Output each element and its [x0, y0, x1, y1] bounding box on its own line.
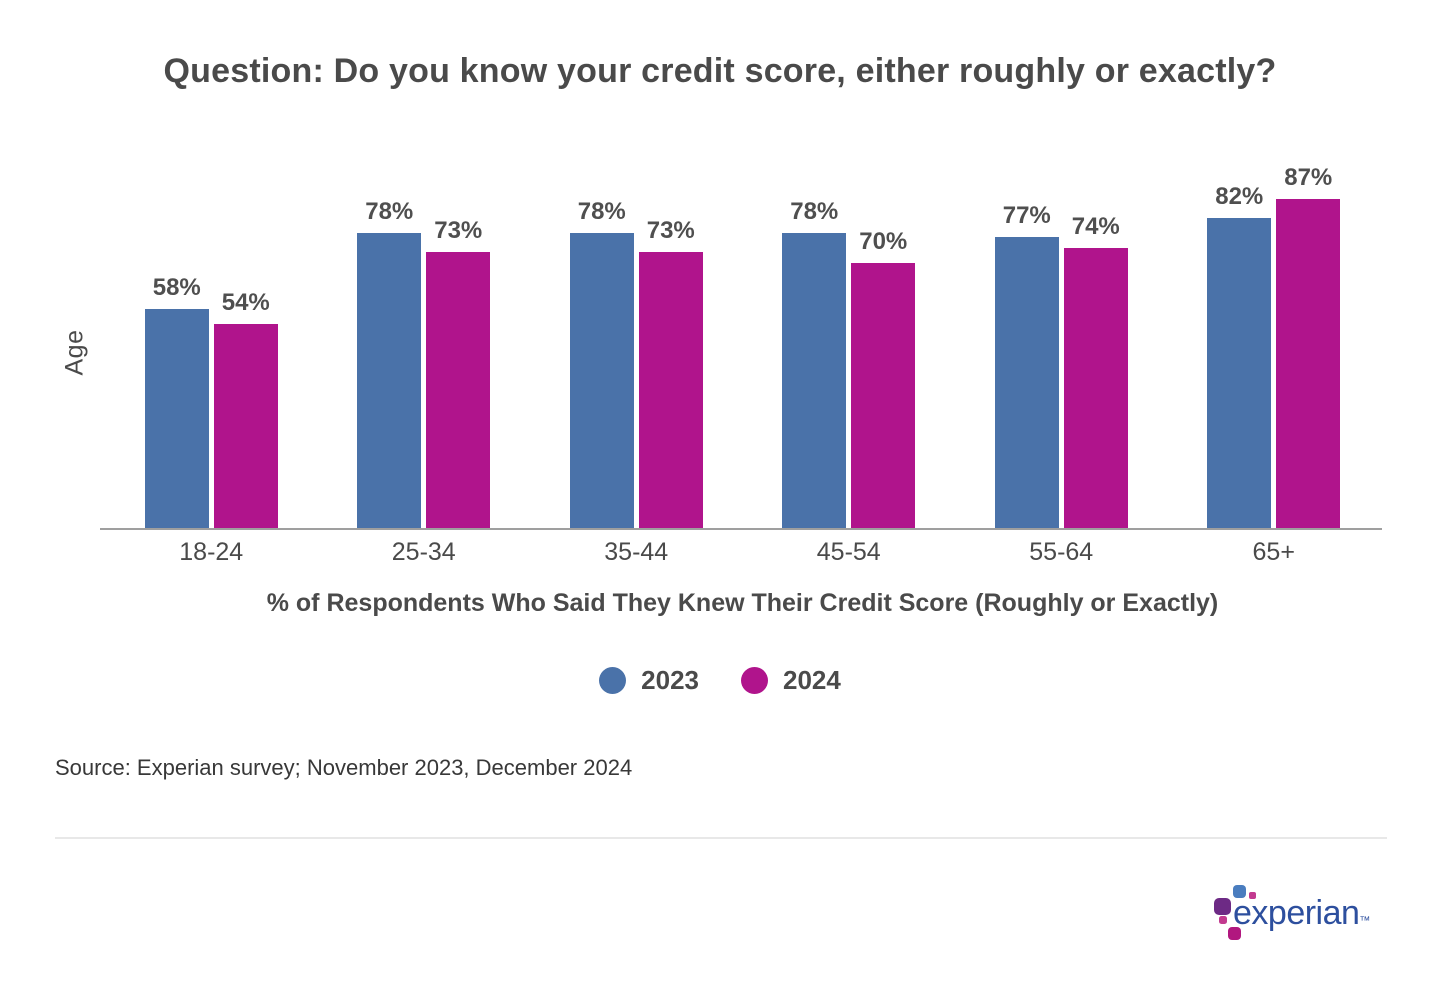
bar-2023-55-64 — [994, 237, 1059, 528]
x-tick-25-34: 25-34 — [391, 538, 456, 566]
bar-value-label: 73% — [646, 217, 695, 244]
bar-column-2023: 78% — [782, 198, 847, 528]
bar-value-label: 54% — [221, 289, 270, 316]
legend-label: 2024 — [783, 665, 841, 695]
bar-2024-55-64 — [1063, 248, 1128, 528]
chart-legend: 2023 2024 — [0, 665, 1440, 696]
bar-column-2024: 70% — [851, 228, 916, 528]
logo-trademark: ™ — [1359, 915, 1370, 927]
bar-column-2024: 87% — [1276, 164, 1341, 528]
bar-value-label: 82% — [1215, 183, 1264, 210]
bar-column-2023: 58% — [144, 274, 209, 528]
logo-pink-dot-icon — [1219, 916, 1227, 924]
x-tick-65+: 65+ — [1252, 538, 1295, 566]
bar-value-label: 77% — [1002, 202, 1051, 229]
bar-value-label: 78% — [365, 198, 414, 225]
bar-value-label: 73% — [434, 217, 483, 244]
bar-2024-25-34 — [426, 252, 491, 528]
y-axis-label: Age — [60, 329, 89, 376]
bar-column-2023: 82% — [1207, 183, 1272, 528]
source-note: Source: Experian survey; November 2023, … — [55, 755, 633, 780]
bar-column-2023: 78% — [569, 198, 634, 528]
bar-2023-25-34 — [357, 233, 422, 528]
bar-column-2023: 77% — [994, 202, 1059, 528]
bar-group-25-34: 78% 73% — [318, 188, 531, 528]
legend-label: 2023 — [641, 665, 699, 695]
logo-magenta-square-icon — [1228, 927, 1241, 940]
bar-2023-65+ — [1207, 218, 1272, 528]
chart-title: Question: Do you know your credit score,… — [163, 52, 1277, 90]
logo-wordmark: experian™ — [1233, 894, 1370, 933]
bar-value-label: 78% — [790, 198, 839, 225]
bar-column-2024: 73% — [638, 217, 703, 528]
footer-divider — [55, 837, 1387, 839]
legend-item-2023: 2023 — [599, 665, 699, 696]
bar-2024-45-54 — [851, 263, 916, 528]
logo-blue-square-icon — [1233, 885, 1246, 898]
plot-area: 58% 54% 78% 73% 78% 73% 78% 70% 77% 74% 82% 87% — [105, 164, 1381, 528]
bar-value-label: 78% — [577, 198, 626, 225]
logo-purple-square-icon — [1214, 898, 1231, 915]
bar-group-65+: 82% 87% — [1168, 164, 1381, 528]
bar-2023-45-54 — [782, 233, 847, 528]
bar-value-label: 74% — [1071, 213, 1120, 240]
x-axis-line — [100, 528, 1382, 530]
bar-column-2023: 78% — [357, 198, 422, 528]
bar-value-label: 70% — [859, 228, 908, 255]
bar-group-55-64: 77% 74% — [955, 188, 1168, 528]
bar-2023-35-44 — [569, 233, 634, 528]
bar-column-2024: 73% — [426, 217, 491, 528]
experian-logo: experian™ — [1214, 882, 1389, 950]
x-tick-55-64: 55-64 — [1029, 538, 1094, 566]
x-tick-18-24: 18-24 — [179, 538, 244, 566]
logo-text: experian — [1233, 894, 1360, 932]
bar-value-label: 58% — [152, 274, 201, 301]
x-tick-35-44: 35-44 — [604, 538, 669, 566]
x-tick-45-54: 45-54 — [816, 538, 881, 566]
legend-item-2024: 2024 — [741, 665, 841, 696]
logo-pink-dot-icon — [1249, 892, 1256, 899]
legend-dot-icon — [741, 667, 768, 694]
legend-dot-icon — [599, 667, 627, 694]
bar-column-2024: 54% — [213, 289, 278, 528]
bar-group-45-54: 78% 70% — [743, 188, 956, 528]
bar-2024-65+ — [1276, 199, 1341, 528]
x-axis-tick-labels: 18-24 25-34 35-44 45-54 55-64 65+ — [105, 538, 1380, 567]
x-axis-title: % of Respondents Who Said They Knew Thei… — [266, 589, 1219, 617]
bar-2023-18-24 — [144, 309, 209, 528]
bar-group-35-44: 78% 73% — [530, 188, 743, 528]
bar-2024-35-44 — [638, 252, 703, 528]
bar-group-18-24: 58% 54% — [105, 188, 318, 528]
bar-column-2024: 74% — [1063, 213, 1128, 528]
bar-value-label: 87% — [1284, 164, 1333, 191]
bar-2024-18-24 — [213, 324, 278, 528]
